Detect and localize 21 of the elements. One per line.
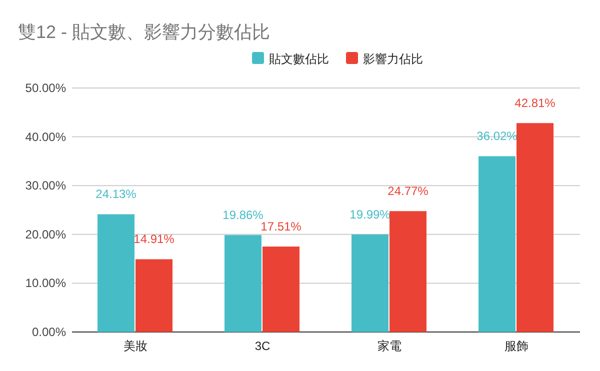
data-label: 36.02% [476,129,518,144]
y-tick-label: 0.00% [32,325,66,339]
y-tick-label: 10.00% [25,276,66,290]
data-label: 17.51% [260,220,302,234]
y-tick-label: 20.00% [25,227,66,242]
y-tick-label: 30.00% [25,178,66,193]
data-label: 24.77% [388,184,429,198]
data-label: 24.13% [96,187,137,202]
data-label: 19.86% [222,208,264,222]
y-tick-label: 40.00% [25,130,66,144]
x-tick-label: 服飾 [504,339,528,353]
title: 雙12 - 貼文數、影響力分數佔比 [18,22,270,42]
data-label: 19.99% [350,207,391,222]
legend-label: 貼文數佔比 [269,52,329,66]
x-tick-label: 家電 [378,339,402,353]
y-tick-label: 50.00% [25,81,66,95]
x-tick-label: 美妝 [124,339,148,353]
data-label: 42.81% [514,96,556,110]
x-tick-label: 3C [254,339,270,353]
legend-label: 影響力佔比 [363,52,423,66]
data-label: 14.91% [134,232,175,246]
